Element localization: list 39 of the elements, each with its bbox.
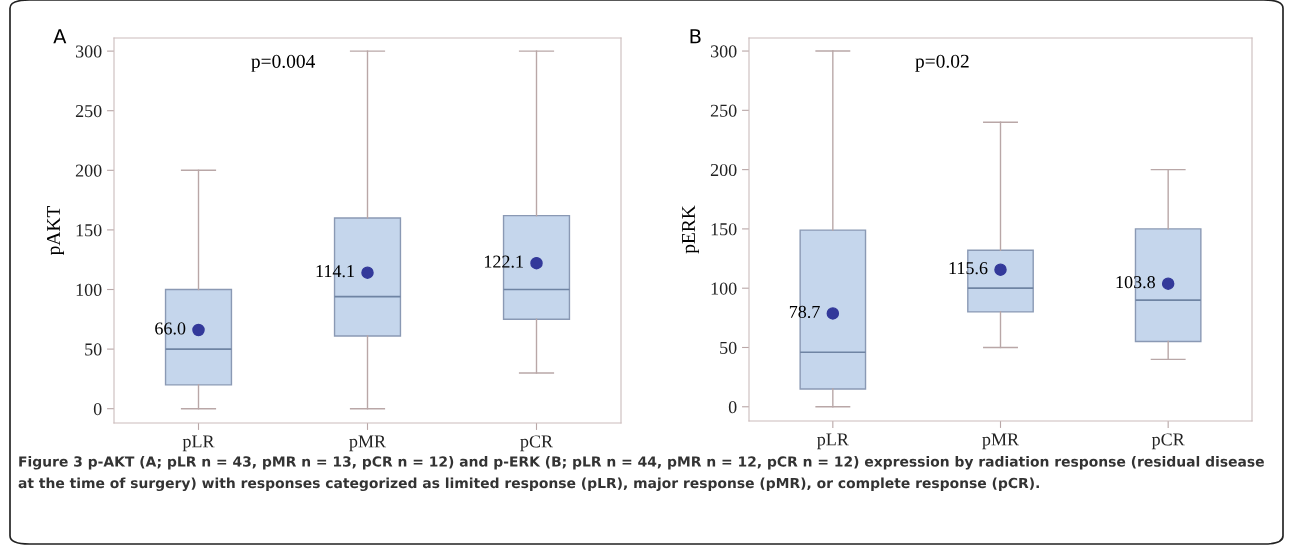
data-label: 114.1 bbox=[316, 265, 354, 278]
x-tick-label: pCR bbox=[1151, 433, 1185, 450]
point bbox=[192, 323, 205, 337]
annotation: p=0.004 bbox=[251, 54, 316, 72]
caption: Figure 3 p-AKT (A; pLR n = 43, pMR n = 13, pCR n = 12) and p-ERK (B; pLR n = 44, pMR n = 12, pCR n = 12) expression by radiation response (residual disease at the time of surgery) with responses categorized as limited response (pLR), major response (pMR), or complete response (pCR). bbox=[18, 456, 1264, 492]
y-axis-title: pAKT bbox=[47, 205, 64, 256]
point bbox=[361, 266, 374, 279]
y-tick-label: 100 bbox=[711, 282, 737, 295]
y-tick-label: 0 bbox=[93, 402, 102, 416]
x-tick-label: pCR bbox=[520, 435, 554, 452]
point bbox=[530, 256, 543, 270]
y-tick-label: 50 bbox=[85, 343, 102, 356]
y-tick-label: 200 bbox=[710, 163, 737, 177]
y-tick-label: 250 bbox=[710, 104, 737, 117]
y-tick-label: 100 bbox=[76, 283, 102, 296]
data-label: 66.0 bbox=[155, 322, 186, 335]
y-tick-label: 300 bbox=[75, 45, 102, 58]
data-label: 103.8 bbox=[1116, 276, 1155, 289]
point bbox=[994, 263, 1007, 276]
y-tick-label: 200 bbox=[75, 164, 102, 177]
point bbox=[826, 307, 840, 320]
data-label: 122.1 bbox=[484, 255, 523, 268]
y-tick-label: 50 bbox=[720, 341, 737, 354]
data-label: 115.6 bbox=[949, 262, 988, 275]
x-tick-label: pLR bbox=[817, 433, 849, 450]
text: A bbox=[53, 29, 67, 44]
y-axis-title: pERK bbox=[682, 205, 699, 254]
y-tick-label: 150 bbox=[76, 224, 102, 237]
annotation: p=0.02 bbox=[915, 54, 969, 72]
point bbox=[1161, 277, 1175, 290]
data-label: 78.7 bbox=[789, 305, 820, 319]
x-tick-label: pLR bbox=[182, 435, 215, 452]
x-tick-label: pMR bbox=[349, 435, 387, 452]
text: B bbox=[690, 29, 701, 44]
y-tick-label: 150 bbox=[711, 223, 737, 236]
y-tick-label: 0 bbox=[728, 401, 737, 414]
y-tick-label: 250 bbox=[75, 104, 102, 118]
y-tick-label: 300 bbox=[710, 45, 737, 58]
x-tick-label: pMR bbox=[982, 433, 1020, 450]
